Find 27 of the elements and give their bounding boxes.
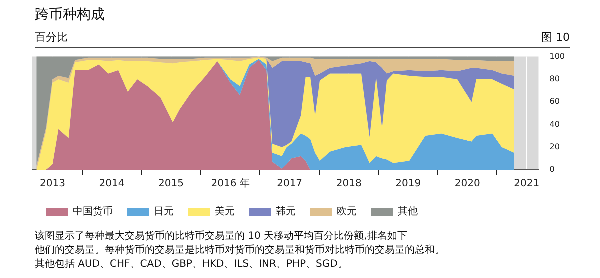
y-tick-label: 80 [550,74,560,84]
x-tick-label: 2017 [277,178,303,190]
legend-label: 美元 [215,206,235,218]
legend-label: 欧元 [337,206,357,218]
x-tick-label: 2020 [454,178,480,190]
text: 其他包括 AUD、CHF、CAD、GBP、HKD、ILS、INR、PHP、SGD。 [35,258,349,272]
chart-title: 跨币种构成 [35,6,105,24]
x-tick-label: 2015 [158,178,184,190]
y-tick-label: 40 [550,120,560,129]
y-tick-label: 20 [550,142,560,152]
x-tick-label: 2021 [514,178,540,190]
text: 该图显示了每种最大交易货币的比特币交易量的 10 天移动平均百分比份额,排名如下 [35,230,408,244]
y-tick-label: 60 [550,97,560,106]
x-tick-label: 2018 [336,178,362,190]
caption: 图 10 [542,30,570,45]
x-tick-label: 2013 [40,178,66,190]
x-tick-label: 2014 [99,178,125,190]
y-tick-label: 100 [550,52,566,61]
x-tick-label: 2016 年 [211,178,250,190]
chart-subtitle: 百分比 [35,30,68,45]
text: 他们的交易量。每种货币的交易量是比特币对货币的交易量和货币对比特币的交易量的总和。 [35,244,445,258]
legend-label: 日元 [154,206,174,218]
x-tick-label: 2019 [396,178,422,190]
legend-label: 其他 [398,206,418,218]
legend-label: 中国货币 [73,206,113,218]
y-tick-label: 0 [550,165,555,174]
legend-label: 韩元 [276,206,296,218]
